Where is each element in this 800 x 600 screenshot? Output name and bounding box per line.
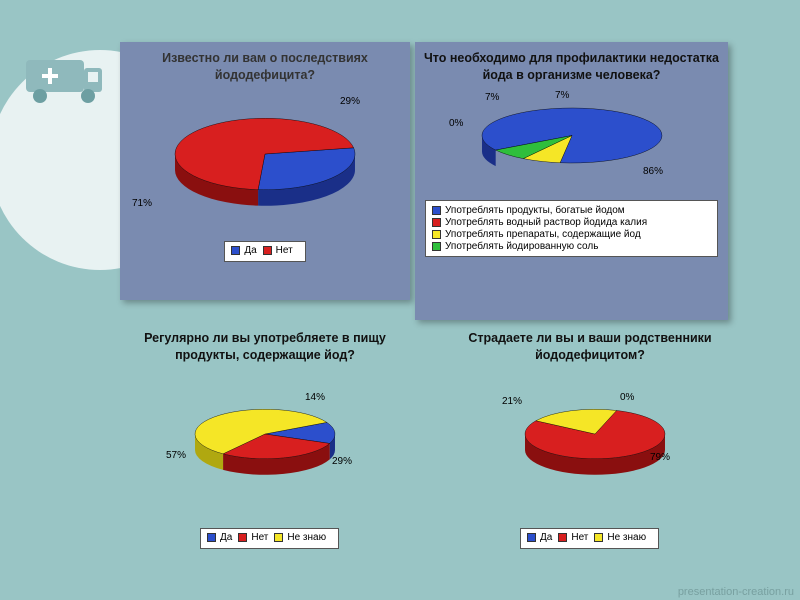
pie-label: 29% (340, 96, 360, 107)
legend-item: Употреблять водный раствор йодида калия (432, 217, 711, 228)
chart-panel-b: Что необходимо для профилактики недостат… (415, 42, 728, 320)
pie-c: 14% 29% 57% (160, 390, 370, 490)
chart-panel-a: Известно ли вам о последствиях йододефиц… (120, 42, 410, 300)
chart-c-title: Регулярно ли вы употребляете в пищу прод… (115, 330, 415, 364)
ambulance-icon (18, 50, 108, 110)
pie-label: 71% (132, 198, 152, 209)
legend-b: Употреблять продукты, богатые йодомУпотр… (425, 200, 718, 257)
legend-item: Нет (558, 532, 588, 543)
legend-item: Употреблять препараты, содержащие йод (432, 229, 711, 240)
footer-text: presentation-creation.ru (678, 586, 794, 598)
pie-label: 0% (620, 392, 634, 403)
legend-item: Употреблять йодированную соль (432, 241, 711, 252)
legend-item: Нет (263, 245, 293, 256)
legend-item: Да (231, 245, 256, 256)
pie-label: 86% (643, 166, 663, 177)
legend-item: Употреблять продукты, богатые йодом (432, 205, 711, 216)
pie-b: 7% 7% 0% 86% (415, 88, 728, 196)
chart-d-title: Страдаете ли вы и ваши родственники йодо… (440, 330, 740, 364)
pie-a: 29% 71% (120, 88, 410, 233)
pie-label: 14% (305, 392, 325, 403)
pie-label: 79% (650, 452, 670, 463)
pie-label: 21% (502, 396, 522, 407)
pie-d: 0% 21% 79% (490, 390, 700, 490)
pie-label: 7% (555, 90, 569, 101)
legend-a: Да Нет (224, 241, 305, 262)
pie-label: 0% (449, 118, 463, 129)
legend-item: Не знаю (594, 532, 646, 543)
chart-a-title: Известно ли вам о последствиях йододефиц… (120, 42, 410, 88)
legend-item: Да (527, 532, 552, 543)
pie-label: 29% (332, 456, 352, 467)
pie-label: 7% (485, 92, 499, 103)
legend-d: Да Нет Не знаю (520, 528, 659, 549)
legend-c: Да Нет Не знаю (200, 528, 339, 549)
legend-item: Нет (238, 532, 268, 543)
legend-item: Да (207, 532, 232, 543)
chart-b-title: Что необходимо для профилактики недостат… (415, 42, 728, 88)
pie-label: 57% (166, 450, 186, 461)
legend-item: Не знаю (274, 532, 326, 543)
